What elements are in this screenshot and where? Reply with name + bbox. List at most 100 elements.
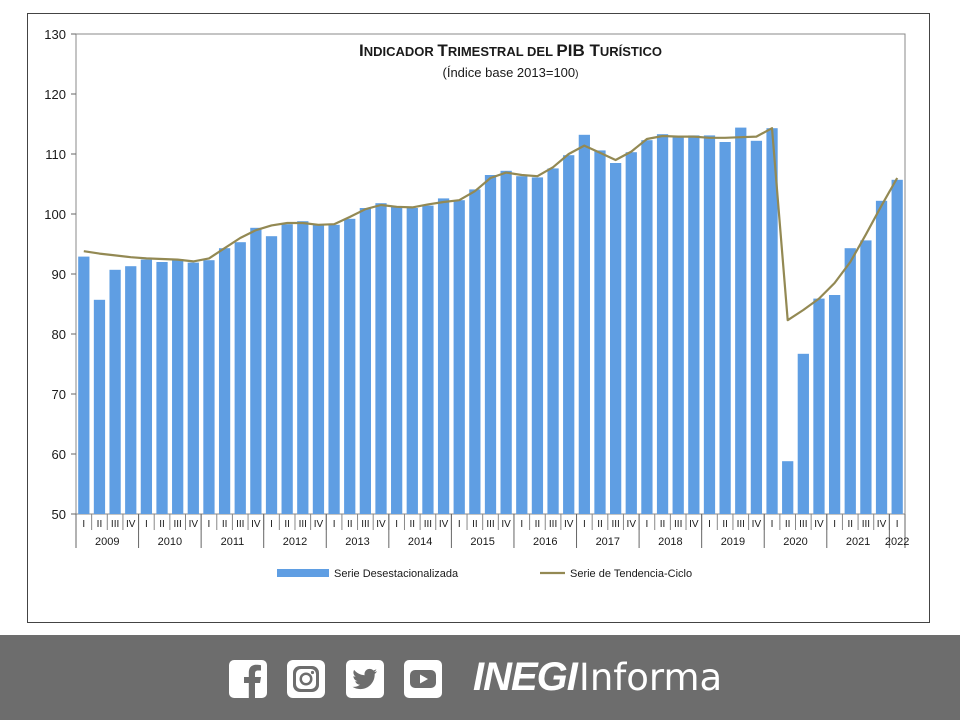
quarter-label: III — [173, 519, 181, 530]
quarter-label: III — [862, 519, 870, 530]
bar — [860, 240, 872, 514]
bar — [469, 189, 481, 514]
quarter-label: IV — [814, 519, 824, 530]
bar — [250, 227, 262, 515]
bar — [281, 224, 293, 514]
bar — [641, 140, 653, 514]
quarter-label: IV — [627, 519, 637, 530]
quarter-label: II — [660, 519, 666, 530]
y-tick-label: 130 — [44, 27, 66, 42]
chart-svg: INDICADOR TRIMESTRAL DEL PIB TURÍSTICO (Í… — [44, 27, 909, 580]
facebook-icon[interactable] — [229, 660, 267, 698]
quarter-label: I — [771, 519, 774, 530]
quarter-label: III — [111, 519, 119, 530]
y-tick-label: 100 — [44, 207, 66, 222]
quarter-label: I — [583, 519, 586, 530]
y-tick-label: 60 — [52, 447, 66, 462]
bar — [109, 269, 121, 514]
quarter-label: IV — [877, 519, 887, 530]
quarter-label: IV — [376, 519, 386, 530]
bar — [312, 224, 325, 515]
bar — [234, 242, 246, 514]
bar — [78, 256, 90, 514]
y-tick-label: 90 — [52, 267, 66, 282]
quarter-label: II — [785, 519, 791, 530]
y-tick-label: 70 — [52, 387, 66, 402]
inegi-informa-logo: INEGIInforma — [473, 649, 722, 705]
quarter-label: III — [674, 519, 682, 530]
instagram-icon[interactable] — [287, 660, 325, 698]
quarter-label: IV — [564, 519, 574, 530]
quarter-label: I — [520, 519, 523, 530]
quarter-label: I — [82, 519, 85, 530]
quarter-label: II — [847, 519, 853, 530]
chart-title: INDICADOR TRIMESTRAL DEL PIB TURÍSTICO — [359, 41, 662, 60]
quarter-label: IV — [251, 519, 261, 530]
quarter-label: II — [284, 519, 290, 530]
brand-light-text: Informa — [578, 656, 723, 699]
bar — [672, 137, 684, 514]
quarter-label: IV — [689, 519, 699, 530]
quarter-label: III — [737, 519, 745, 530]
quarter-label: II — [472, 519, 478, 530]
bar — [172, 259, 184, 514]
quarter-label: II — [222, 519, 228, 530]
bar — [93, 299, 106, 514]
quarter-label: IV — [126, 519, 136, 530]
bar — [297, 221, 309, 514]
year-label: 2019 — [721, 536, 745, 548]
bar — [453, 200, 465, 514]
bar — [203, 260, 215, 514]
quarter-label: III — [486, 519, 494, 530]
quarter-label: III — [236, 519, 244, 530]
y-tick-label: 80 — [52, 327, 66, 342]
quarter-label: II — [597, 519, 603, 530]
bar — [782, 461, 794, 514]
bar — [531, 177, 544, 514]
y-tick-label: 120 — [44, 87, 66, 102]
quarter-label: IV — [501, 519, 511, 530]
quarter-label: I — [395, 519, 398, 530]
twitter-icon[interactable] — [346, 660, 384, 698]
bar — [140, 259, 153, 514]
quarter-label: II — [722, 519, 728, 530]
quarter-label: IV — [439, 519, 449, 530]
quarter-label: I — [896, 519, 899, 530]
year-label: 2021 — [846, 536, 870, 548]
bar — [422, 205, 434, 514]
year-label: 2017 — [596, 536, 620, 548]
youtube-icon[interactable] — [404, 660, 442, 698]
bar — [750, 140, 763, 515]
bar — [516, 176, 528, 514]
year-label: 2010 — [158, 536, 182, 548]
bar — [391, 206, 403, 515]
legend-swatch-bars — [277, 569, 329, 577]
quarter-label: III — [299, 519, 307, 530]
bar — [844, 248, 856, 514]
bar — [265, 236, 278, 514]
quarter-label: II — [347, 519, 353, 530]
year-label: 2020 — [783, 536, 807, 548]
year-label: 2022 — [885, 536, 909, 548]
bar — [766, 128, 778, 514]
bar — [359, 208, 371, 514]
quarter-label: I — [333, 519, 336, 530]
bar — [328, 224, 340, 515]
bar — [610, 163, 622, 514]
bar — [156, 262, 168, 514]
bar — [500, 170, 512, 515]
quarter-label: IV — [752, 519, 762, 530]
bar — [891, 179, 903, 515]
year-label: 2009 — [95, 536, 119, 548]
bar — [344, 218, 356, 515]
year-label: 2015 — [470, 536, 494, 548]
quarter-label: II — [97, 519, 103, 530]
bar — [547, 168, 559, 514]
year-label: 2018 — [658, 536, 682, 548]
quarter-label: II — [159, 519, 165, 530]
quarter-label: I — [270, 519, 273, 530]
y-tick-label: 50 — [52, 507, 66, 522]
footer-bar: INEGIInforma — [0, 635, 960, 720]
quarter-label: I — [145, 519, 148, 530]
bar — [594, 150, 606, 514]
